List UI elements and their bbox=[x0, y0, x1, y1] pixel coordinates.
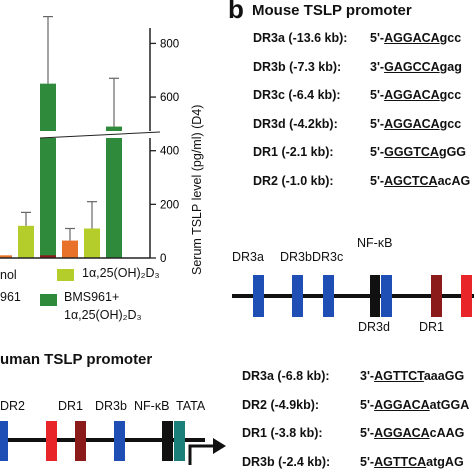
legend-item-4-line2: 1α,25(OH)₂D₃ bbox=[64, 308, 142, 322]
sequence-prefix: 5'- bbox=[370, 88, 385, 102]
map-label-tata: TATA bbox=[176, 399, 206, 413]
binding-site: AGCTCA bbox=[384, 173, 438, 188]
sequence-label: DR3a (-13.6 kb): bbox=[253, 31, 348, 45]
sequence-prefix: 5'- bbox=[370, 31, 385, 45]
binding-site: AGGACA bbox=[374, 426, 430, 440]
sequence-tail: atgAG bbox=[426, 454, 464, 469]
sequence-label: DR1 (-2.1 kb): bbox=[253, 145, 334, 159]
map-label-dr1: DR1 bbox=[419, 320, 445, 334]
sequence-text: 3'-AGTTCTaaaGG bbox=[360, 369, 464, 383]
legend-item-2: 961 bbox=[0, 290, 21, 304]
bar bbox=[62, 240, 78, 258]
sequence-prefix: 5'- bbox=[370, 145, 385, 159]
sequence-prefix: 5'- bbox=[370, 116, 385, 131]
legend-item-3: 1α,25(OH)₂D₃ bbox=[82, 266, 160, 280]
sequence-tail: cAAG bbox=[429, 426, 465, 440]
binding-site: GGGTCA bbox=[384, 145, 439, 159]
sequence-prefix: 5'- bbox=[370, 173, 385, 188]
map-label-dr3c: DR3c bbox=[312, 250, 344, 264]
map-label-dr3b: DR3b bbox=[95, 399, 127, 413]
sequence-label: DR3c (-6.4 kb): bbox=[253, 88, 341, 102]
binding-site: AGGACA bbox=[384, 31, 440, 45]
y-tick-label: 600 bbox=[160, 92, 179, 104]
map-label-dr3a: DR3a bbox=[232, 250, 264, 264]
binding-site: AGGACA bbox=[384, 116, 440, 131]
sequence-text: 5'-AGGACAgcc bbox=[370, 117, 461, 131]
y-tick-label: 400 bbox=[160, 146, 179, 158]
map-label-nfkb: NF-κB bbox=[134, 399, 170, 413]
sequence-tail: gGG bbox=[438, 145, 467, 159]
sequence-tail: gcc bbox=[439, 31, 462, 45]
sequence-tail: atGGA bbox=[429, 397, 470, 412]
map-label-nfkb: NF-κB bbox=[357, 236, 393, 250]
binding-site: AGTTCA bbox=[374, 454, 427, 469]
map-label-dr2: DR2 bbox=[0, 399, 26, 413]
y-tick-label: 800 bbox=[160, 38, 179, 50]
legend-swatch-vd3 bbox=[57, 269, 74, 281]
panel-letter-b: b bbox=[228, 0, 244, 24]
sequence-tail: gcc bbox=[439, 88, 462, 102]
binding-site: AGGACA bbox=[384, 88, 440, 102]
sequence-text: 5'-AGGACAgcc bbox=[370, 31, 461, 45]
y-axis-label: Serum TSLP level (pg/ml) (D4) bbox=[190, 104, 204, 275]
axis-break bbox=[39, 131, 161, 139]
binding-site: AGTTCT bbox=[374, 369, 424, 383]
legend-item-4-line1: BMS961+ bbox=[64, 290, 120, 304]
sequence-prefix: 5'- bbox=[360, 454, 375, 469]
sequence-text: 5'-AGGACAatGGA bbox=[360, 398, 469, 412]
y-tick-label: 0 bbox=[160, 253, 166, 265]
sequence-text: 5'-AGGACAcAAG bbox=[360, 426, 464, 440]
sequence-prefix: 5'- bbox=[360, 397, 375, 412]
sequence-label: DR3b (-7.3 kb): bbox=[253, 59, 342, 74]
sequence-label: DR1 (-3.8 kb): bbox=[242, 426, 323, 440]
bar bbox=[40, 83, 56, 258]
sequence-label: DR3b (-2.4 kb): bbox=[242, 454, 331, 469]
y-tick-label: 200 bbox=[160, 199, 179, 211]
sequence-tail: acAG bbox=[437, 173, 471, 188]
sequence-label: DR3d (-4.2kb): bbox=[253, 116, 338, 131]
legend-item-1: nol bbox=[0, 268, 17, 282]
sequence-text: 5'-AGGACAgcc bbox=[370, 88, 461, 102]
sequence-prefix: 3'- bbox=[360, 369, 375, 383]
binding-site: AGGACA bbox=[374, 397, 430, 412]
bar bbox=[106, 126, 122, 259]
sequence-text: 5'-AGTTCAatgAG bbox=[360, 455, 464, 469]
map-label-dr3b: DR3b bbox=[280, 250, 312, 264]
map-label-dr1: DR1 bbox=[58, 399, 84, 413]
binding-site: GAGCCA bbox=[384, 59, 440, 74]
sequence-tail: gag bbox=[439, 59, 462, 74]
sequence-tail: gcc bbox=[439, 116, 462, 131]
map-label-dr3d: DR3d bbox=[358, 320, 390, 334]
sequence-prefix: 3'- bbox=[370, 59, 385, 74]
sequence-text: 3'-GAGCCAgag bbox=[370, 60, 462, 74]
bar bbox=[40, 255, 56, 258]
panel-b-title: Mouse TSLP promoter bbox=[252, 2, 412, 19]
sequence-prefix: 5'- bbox=[360, 426, 375, 440]
sequence-text: 5'-GGGTCAgGG bbox=[370, 145, 466, 159]
legend-swatch-combo bbox=[40, 294, 57, 306]
bar bbox=[0, 255, 12, 258]
bar bbox=[84, 228, 100, 258]
panel-c-title: uman TSLP promoter bbox=[0, 351, 153, 368]
sequence-label: DR2 (-1.0 kb): bbox=[253, 173, 334, 188]
sequence-text: 5'-AGCTCAacAG bbox=[370, 174, 470, 188]
bar bbox=[18, 225, 34, 258]
sequence-label: DR2 (-4.9kb): bbox=[242, 397, 320, 412]
sequence-label: DR3a (-6.8 kb): bbox=[242, 369, 330, 383]
sequence-tail: aaaGG bbox=[423, 369, 465, 383]
